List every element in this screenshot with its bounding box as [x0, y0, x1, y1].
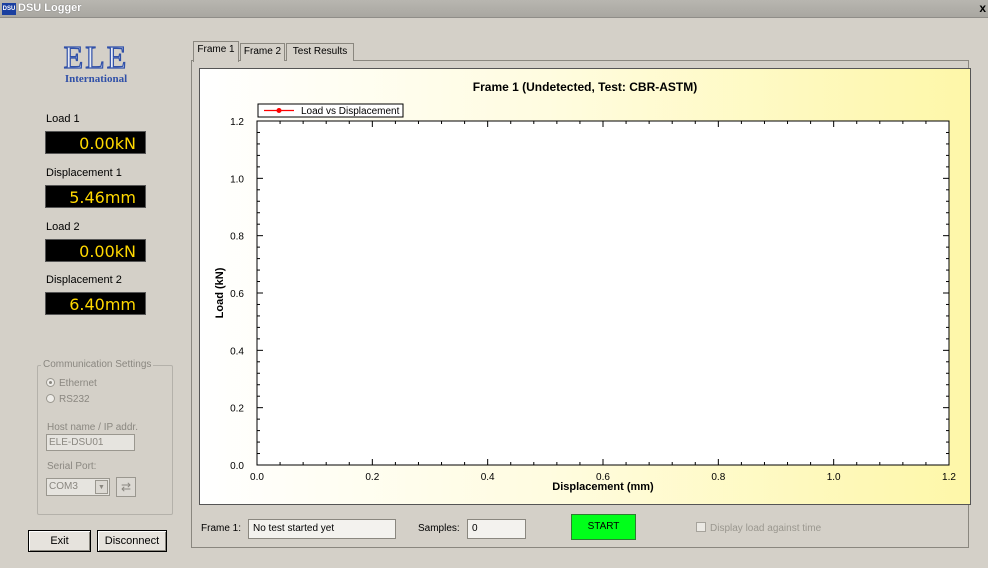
legend: Load vs Displacement — [257, 103, 404, 118]
x-tick-label: 1.2 — [942, 472, 956, 483]
y-tick-label: 0.2 — [230, 404, 244, 415]
main-window: ELE International Load 1 0.00kN Displace… — [0, 18, 988, 568]
legend-box — [257, 103, 404, 118]
logo-mark: ELE — [63, 39, 129, 75]
rs232-radio[interactable]: RS232 — [46, 394, 90, 405]
tab-test-results[interactable]: Test Results — [286, 43, 354, 61]
load1-readout: 0.00kN — [45, 131, 146, 154]
chart-frame: Frame 1 (Undetected, Test: CBR-ASTM) 0.0… — [199, 68, 971, 505]
displacement1-label: Displacement 1 — [46, 167, 122, 179]
y-tick-label: 0.4 — [230, 346, 244, 357]
serial-port-value: COM3 — [49, 481, 78, 492]
frame-status-label: Frame 1: — [201, 523, 242, 534]
communication-settings-group: Communication Settings Ethernet RS232 Ho… — [37, 359, 173, 515]
close-icon[interactable]: x — [979, 1, 986, 15]
window-title: DSU Logger — [18, 2, 82, 14]
radio-empty-icon — [46, 394, 55, 403]
chevron-down-icon[interactable]: ▼ — [95, 480, 108, 494]
samples-field: 0 — [467, 519, 526, 539]
tab-frame-2[interactable]: Frame 2 — [240, 43, 285, 61]
displacement1-readout: 5.46mm — [45, 185, 146, 208]
communication-settings-title: Communication Settings — [41, 359, 154, 370]
title-bar: DSU DSU Logger x — [0, 0, 988, 18]
x-tick-label: 0.6 — [596, 472, 610, 483]
host-label: Host name / IP addr. — [47, 422, 138, 433]
host-input[interactable]: ELE-DSU01 — [46, 434, 135, 451]
x-tick-label: 0.8 — [711, 472, 725, 483]
logo-subtitle: International — [64, 73, 128, 85]
app-icon: DSU — [2, 3, 16, 15]
y-tick-label: 0.6 — [230, 289, 244, 300]
x-tick-label: 1.0 — [827, 472, 841, 483]
tab-frame-1[interactable]: Frame 1 — [193, 41, 239, 62]
samples-label: Samples: — [418, 523, 460, 534]
x-tick-label: 0.4 — [481, 472, 495, 483]
checkbox-icon — [696, 522, 706, 532]
x-axis-label: Displacement (mm) — [552, 481, 654, 493]
serial-port-select[interactable]: COM3 ▼ — [46, 478, 110, 496]
legend-marker — [276, 108, 282, 113]
plot-area — [256, 120, 950, 466]
exit-button[interactable]: Exit — [28, 530, 91, 552]
displacement2-readout: 6.40mm — [45, 292, 146, 315]
y-axis-label: Load (kN) — [214, 267, 226, 318]
legend-label: Load vs Displacement — [301, 106, 400, 117]
y-tick-label: 0.0 — [230, 461, 244, 472]
load-displacement-chart: Frame 1 (Undetected, Test: CBR-ASTM) 0.0… — [214, 80, 956, 493]
y-tick-label: 1.0 — [230, 174, 244, 185]
load1-label: Load 1 — [46, 113, 80, 125]
displacement2-label: Displacement 2 — [46, 274, 122, 286]
display-load-against-time-checkbox[interactable]: Display load against time — [696, 522, 821, 534]
start-button[interactable]: START — [571, 514, 636, 540]
x-tick-label: 0.2 — [365, 472, 379, 483]
ele-logo: ELE International — [56, 39, 136, 85]
radio-selected-icon — [46, 378, 55, 387]
ethernet-label: Ethernet — [59, 378, 97, 389]
axes: 0.0 0.2 0.4 0.6 0.8 1.0 1.2 0.0 0.2 0.4 0.6 0.8 1.0 1… — [230, 117, 956, 483]
load2-label: Load 2 — [46, 221, 80, 233]
y-tick-label: 1.2 — [230, 117, 244, 128]
disconnect-button[interactable]: Disconnect — [97, 530, 167, 552]
chart-title: Frame 1 (Undetected, Test: CBR-ASTM) — [473, 80, 697, 94]
rs232-label: RS232 — [59, 394, 90, 405]
display-load-against-time-label: Display load against time — [710, 523, 822, 534]
load2-readout: 0.00kN — [45, 239, 146, 262]
serial-port-label: Serial Port: — [47, 461, 97, 472]
y-tick-label: 0.8 — [230, 232, 244, 243]
refresh-ports-button[interactable]: ⇄ — [116, 477, 136, 497]
x-tick-label: 0.0 — [250, 472, 264, 483]
frame-status-field: No test started yet — [248, 519, 396, 539]
ethernet-radio[interactable]: Ethernet — [46, 378, 97, 389]
